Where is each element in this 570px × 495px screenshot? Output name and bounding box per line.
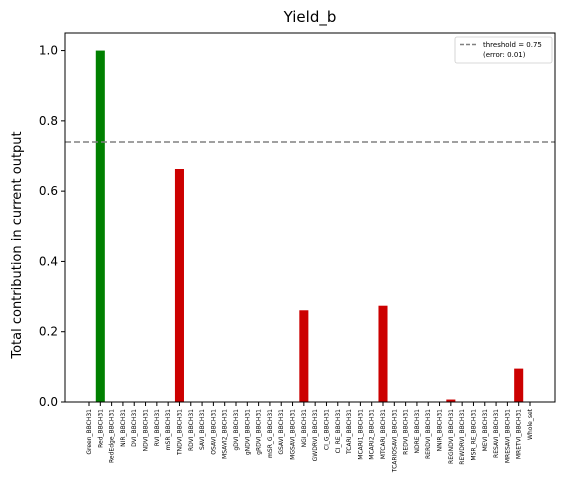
legend: threshold = 0.75 (error: 0.01) [454, 36, 553, 64]
x-tick-label: NDVI_BBCH31 [143, 409, 150, 452]
x-tick-label: CI_G_BBCH31 [323, 409, 330, 450]
x-tick-label: CI_RE_BBCH31 [335, 409, 342, 454]
legend-box [454, 36, 553, 64]
x-tick-label: TNDVI_BBCH31 [176, 409, 183, 456]
x-tick-label: gRDVI_BBCH31 [256, 409, 263, 455]
x-tick-label: gNDVI_BBCH31 [244, 409, 251, 455]
x-tick-label: NNIR_BBCH31 [437, 409, 444, 452]
x-tick-label: Green_BBCH31 [86, 409, 93, 455]
x-tick-label: SAVI_BBCH31 [199, 409, 206, 450]
y-tick-label: 0.0 [39, 395, 58, 409]
x-tick-label: Red_BBCH31 [97, 409, 104, 448]
y-tick-label: 1.0 [39, 44, 58, 58]
x-tick-label: MCARI2_BBCH31 [369, 409, 376, 460]
x-tick-label: mSR_BBCH31 [165, 409, 172, 450]
y-axis-label: Total contribution in current output [10, 131, 25, 359]
x-tick-label: MRESAVI_BBCH31 [504, 409, 511, 463]
bar [95, 50, 105, 402]
x-tick-label: GWDRVI_BBCH31 [312, 409, 319, 462]
x-tick-label: MEVI_BBCH31 [482, 409, 489, 451]
x-tick-label: DVI_BBCH31 [131, 409, 138, 447]
x-tick-label: REWDRVI_BBCH31 [459, 409, 466, 465]
plot-frame [64, 32, 556, 403]
x-tick-label: TCARIOSAVI_BBCH31 [391, 409, 398, 473]
bar [378, 305, 388, 402]
x-tick-label: TCARI_BBCH31 [346, 409, 353, 455]
x-tick-label: RDVI_BBCH31 [188, 409, 195, 451]
x-tick-label: MSAVI2_BBCH31 [222, 409, 229, 459]
y-tick-label: 0.4 [39, 254, 58, 268]
y-tick-label: 0.6 [39, 184, 58, 198]
x-tick-label: REGNDVI_BBCH31 [448, 409, 455, 464]
bar [299, 310, 309, 402]
x-tick-label: OSAVI_BBCH31 [210, 409, 217, 455]
bar [174, 169, 184, 402]
x-tick-label: RERDVI_BBCH31 [425, 409, 432, 459]
x-tick-label: RedEdge_BBCH31 [109, 409, 116, 463]
x-tick-label: NGI_BBCH31 [301, 409, 308, 448]
x-tick-label: MGSAVI_BBCH31 [290, 409, 297, 460]
y-tick-label: 0.2 [39, 325, 58, 339]
x-tick-label: mSR_G_BBCH31 [267, 409, 274, 458]
x-tick-label: Whole_set [527, 408, 534, 440]
x-tick-label: gDVI_BBCH31 [233, 409, 240, 451]
x-tick-label: NDRE_BBCH31 [414, 409, 421, 454]
x-tick-label: MTCARI_BBCH31 [380, 409, 387, 459]
x-tick-label: NIR_BBCH31 [120, 409, 127, 447]
x-tick-label: GSAVI_BBCH31 [278, 409, 285, 455]
legend-threshold-label: threshold = 0.75 [483, 41, 542, 49]
bar [514, 368, 524, 402]
x-tick-label: MSR_RE_BBCH31 [470, 409, 477, 461]
x-tick-label: MRETVI_BBCH31 [516, 409, 523, 459]
y-tick-label: 0.8 [39, 114, 58, 128]
x-tick-label: RESAVI_BBCH31 [493, 409, 500, 458]
bar [446, 399, 456, 402]
legend-error-label: (error: 0.01) [483, 51, 526, 59]
x-tick-label: MCARI1_BBCH31 [357, 409, 364, 460]
x-tick-label: REDVI_BBCH31 [403, 409, 410, 455]
x-tick-label: RVI_BBCH31 [154, 409, 161, 446]
chart-title: Yield_b [283, 8, 337, 27]
